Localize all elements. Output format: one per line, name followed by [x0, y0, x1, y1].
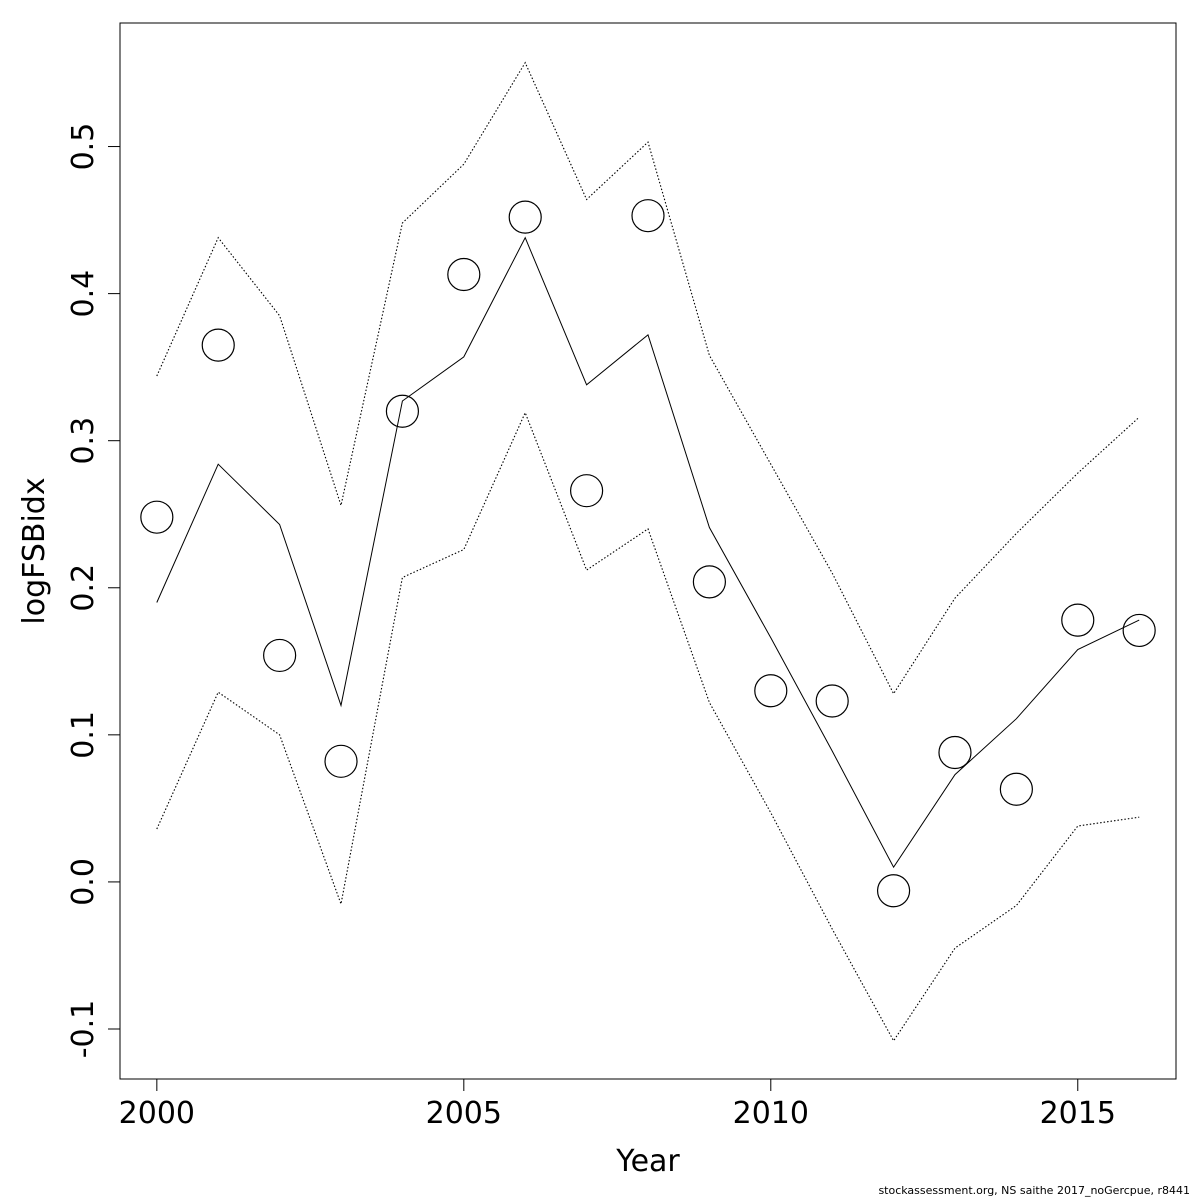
y-axis: -0.1 0.0 0.1 0.2 0.3 0.4 0.5 — [66, 123, 120, 1059]
confidence-bound-line — [156, 61, 1140, 695]
x-axis-title: Year — [615, 1144, 680, 1179]
data-point — [1061, 603, 1095, 637]
y-tick-label: 0.4 — [66, 270, 101, 318]
data-point — [938, 735, 972, 770]
x-axis: 2000 2005 2010 2015 — [119, 1078, 1116, 1131]
observed-points — [140, 199, 1156, 908]
fitted-line — [156, 236, 1140, 869]
y-axis-title: logFSBidx — [17, 477, 52, 624]
data-point — [263, 638, 297, 673]
data-point — [508, 200, 542, 234]
data-point — [447, 257, 481, 292]
y-tick-label: 0.1 — [66, 711, 101, 759]
series-layer — [140, 61, 1156, 1042]
data-point — [570, 474, 604, 508]
data-point — [385, 394, 420, 428]
data-point — [876, 874, 911, 908]
data-point — [1122, 613, 1156, 648]
data-point — [324, 744, 358, 778]
x-tick-label: 2005 — [426, 1096, 502, 1131]
data-point — [631, 199, 665, 233]
data-point — [201, 328, 235, 362]
data-point — [999, 772, 1033, 806]
footer-credit: stockassessment.org, NS saithe 2017_noGe… — [878, 1184, 1190, 1197]
x-tick-label: 2000 — [119, 1096, 195, 1131]
confidence-bound-line — [156, 411, 1140, 1042]
data-point — [140, 500, 174, 534]
y-tick-label: 0.5 — [66, 123, 101, 171]
data-point — [754, 674, 788, 708]
x-tick-label: 2010 — [733, 1096, 809, 1131]
y-tick-label: 0.0 — [66, 858, 101, 906]
plot-frame — [119, 22, 1177, 1080]
y-tick-label: -0.1 — [66, 1000, 101, 1059]
x-tick-label: 2015 — [1040, 1096, 1116, 1131]
y-tick-label: 0.2 — [66, 564, 101, 612]
data-point — [815, 684, 849, 718]
y-tick-label: 0.3 — [66, 417, 101, 465]
data-point — [692, 565, 726, 599]
